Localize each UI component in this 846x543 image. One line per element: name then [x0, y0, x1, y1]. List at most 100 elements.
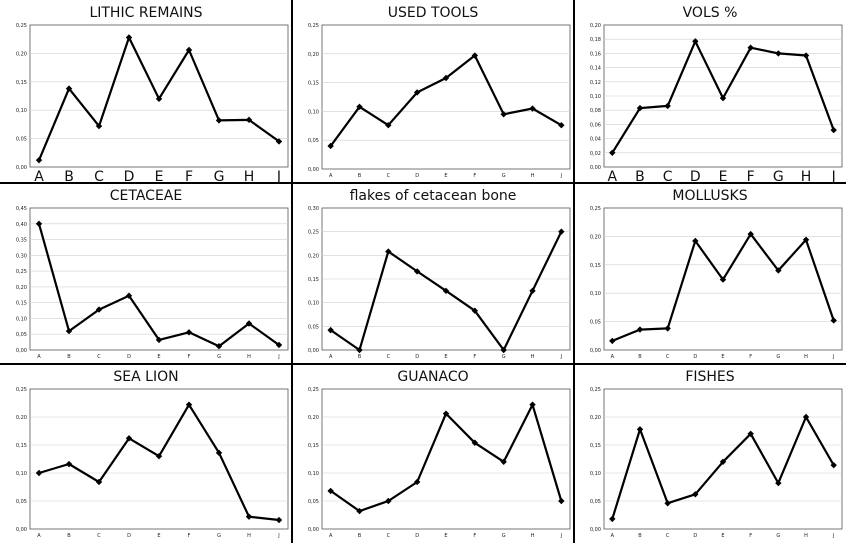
- y-tick-label: 0,10: [16, 316, 27, 322]
- data-point-h: [802, 52, 810, 59]
- plot-area: [29, 24, 289, 168]
- chart-panel-flakes-cetacean-bone: flakes of cetacean bone 0,00 0,05 0,10 0,15 0…: [292, 183, 574, 364]
- x-tick-label: D: [415, 354, 419, 360]
- x-tick-label: E: [444, 354, 447, 360]
- data-point-d: [413, 89, 421, 96]
- data-point-j: [830, 126, 837, 134]
- y-tick-label: 0,05: [16, 499, 27, 505]
- data-point-b: [636, 426, 644, 433]
- x-tick-label: C: [663, 169, 673, 185]
- data-point-f: [471, 439, 479, 446]
- data-point-e: [442, 74, 450, 82]
- plot-area: [603, 388, 843, 530]
- x-tick-label: C: [666, 533, 670, 539]
- y-tick-label: 0,15: [308, 277, 319, 283]
- y-tick-label: 0,18: [590, 37, 601, 43]
- series-line: [37, 223, 280, 348]
- x-tick-label: F: [473, 354, 476, 360]
- x-tick-label: A: [329, 533, 333, 539]
- chart-svg: USED TOOLS 0,00 0,05 0,10 0,15 0,20 0,25 A B C D E F…: [308, 5, 571, 179]
- y-tick-label: 0,20: [16, 51, 27, 57]
- x-tick-label: G: [502, 173, 506, 179]
- chart-svg: GUANACO 0,00 0,05 0,10 0,15 0,20 0,25 A B C D E F G H J: [308, 369, 571, 539]
- y-tick-label: 0,00: [308, 167, 319, 173]
- chart-title: flakes of cetacean bone: [350, 188, 517, 204]
- x-tick-label: F: [747, 169, 755, 185]
- x-tick-label: J: [832, 354, 834, 360]
- y-tick-label: 0,10: [308, 301, 319, 307]
- data-point-a: [35, 469, 43, 477]
- data-point-f: [747, 430, 754, 437]
- y-tick-label: 0,30: [308, 206, 319, 212]
- data-point-j: [830, 317, 837, 324]
- y-tick-label: 0,05: [590, 320, 601, 326]
- x-tick-label: G: [214, 169, 225, 185]
- data-point-c: [664, 325, 671, 332]
- x-tick-label: E: [719, 169, 728, 185]
- data-point-e: [719, 458, 727, 465]
- y-tick-label: 0,00: [308, 527, 319, 533]
- data-point-g: [215, 449, 223, 457]
- x-tick-label: A: [34, 169, 44, 185]
- y-tick-label: 0,12: [590, 80, 601, 86]
- series-line: [38, 403, 280, 522]
- y-tick-label: 0,10: [16, 108, 27, 114]
- x-tick-label: H: [247, 354, 251, 360]
- x-tick-label: D: [693, 533, 697, 539]
- x-tick-label: B: [638, 533, 642, 539]
- data-point-d: [413, 478, 421, 486]
- y-tick-label: 0,25: [308, 230, 319, 236]
- y-tick-label: 0,20: [308, 253, 319, 259]
- x-tick-label: C: [387, 354, 391, 360]
- y-tick-label: 0,10: [590, 94, 601, 100]
- x-tick-label: H: [804, 354, 808, 360]
- data-point-b: [65, 460, 73, 468]
- plot-area: [603, 207, 843, 351]
- plot-area: [29, 388, 289, 530]
- plot-area: [29, 207, 289, 351]
- chart-panel-cetaceae: CETACEAE 0,00 0,05 0,10 0,15 0,20 0,25 0,30 0,35…: [0, 183, 292, 364]
- data-point-g: [500, 111, 507, 118]
- data-point-h: [245, 116, 253, 124]
- y-tick-label: 0,15: [590, 443, 601, 449]
- x-tick-label: G: [773, 169, 784, 185]
- data-point-h: [245, 513, 253, 520]
- x-tick-label: E: [444, 533, 447, 539]
- y-tick-label: 0,25: [308, 387, 319, 393]
- y-tick-label: 0,10: [590, 471, 601, 477]
- plot-area: [321, 24, 571, 170]
- y-tick-label: 0,25: [16, 269, 27, 275]
- x-tick-label: G: [502, 354, 506, 360]
- y-tick-label: 0,06: [590, 122, 601, 128]
- x-tick-label: A: [37, 354, 41, 360]
- data-point-j: [275, 516, 283, 524]
- y-tick-label: 0,20: [590, 415, 601, 421]
- x-tick-label: H: [531, 533, 535, 539]
- x-tick-label: F: [749, 354, 752, 360]
- data-point-g: [215, 343, 223, 350]
- x-tick-label: E: [155, 169, 164, 185]
- data-point-d: [125, 292, 133, 299]
- y-tick-label: 0,15: [16, 443, 27, 449]
- x-tick-label: B: [638, 354, 642, 360]
- data-point-e: [719, 276, 727, 283]
- x-tick-label: B: [67, 533, 71, 539]
- x-tick-label: C: [94, 169, 104, 185]
- data-point-e: [719, 94, 727, 102]
- x-tick-label: J: [560, 173, 562, 179]
- data-point-c: [664, 102, 671, 110]
- chart-svg: flakes of cetacean bone 0,00 0,05 0,10 0,15 0…: [308, 188, 571, 360]
- chart-title: VOLS %: [683, 5, 738, 21]
- chart-svg: MOLLUSKS 0,00 0,05 0,10 0,15 0,20 0,25 A B C D E F G H…: [590, 188, 843, 360]
- chart-panel-fishes: FISHES 0,00 0,05 0,10 0,15 0,20 0,25 A B C D E F G H J: [574, 364, 846, 543]
- x-tick-label: F: [473, 533, 476, 539]
- chart-title: LITHIC REMAINS: [89, 5, 202, 21]
- y-tick-label: 0,45: [16, 206, 27, 212]
- data-point-j: [275, 341, 283, 349]
- x-tick-label: E: [157, 354, 160, 360]
- data-point-c: [95, 122, 103, 130]
- y-tick-label: 0,20: [590, 234, 601, 240]
- y-tick-label: 0,00: [590, 527, 601, 533]
- x-tick-label: G: [217, 354, 221, 360]
